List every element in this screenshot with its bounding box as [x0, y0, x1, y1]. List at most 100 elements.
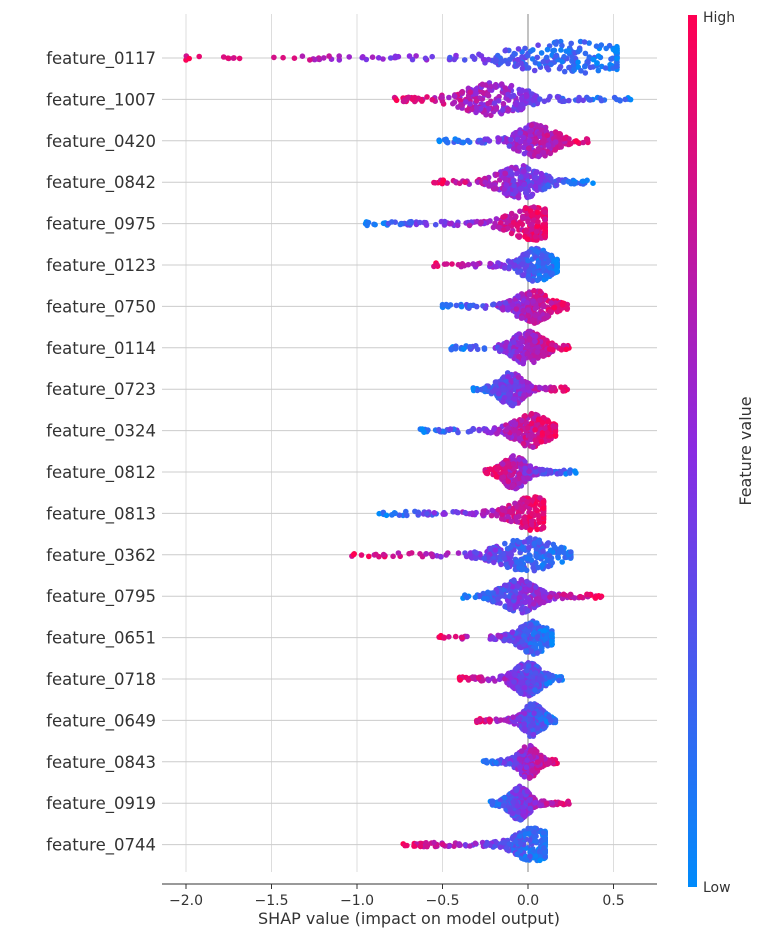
- shap-point: [500, 214, 506, 220]
- shap-point: [458, 303, 465, 310]
- shap-point: [524, 499, 530, 505]
- shap-point: [497, 633, 504, 640]
- shap-point: [550, 347, 556, 353]
- shap-point: [488, 83, 494, 90]
- shap-point: [522, 140, 529, 146]
- shap-point: [516, 644, 523, 650]
- shap-point: [528, 521, 535, 528]
- shap-point: [525, 145, 532, 152]
- shap-point: [457, 677, 464, 683]
- shap-point: [449, 261, 455, 267]
- shap-point: [540, 524, 547, 530]
- shap-point: [558, 384, 564, 391]
- shap-point: [544, 640, 551, 647]
- shap-point: [532, 312, 539, 319]
- shap-point: [530, 731, 537, 738]
- shap-point: [401, 98, 408, 105]
- shap-point: [520, 144, 527, 151]
- shap-point: [533, 546, 540, 552]
- shap-point: [622, 96, 628, 103]
- shap-point: [545, 418, 552, 425]
- shap-point: [614, 55, 620, 62]
- shap-point: [380, 551, 387, 558]
- shap-point: [455, 261, 462, 268]
- shap-point: [541, 599, 547, 606]
- shap-point: [495, 391, 502, 397]
- shap-point: [516, 688, 522, 695]
- shap-point: [554, 262, 560, 268]
- shap-point: [387, 55, 394, 61]
- shap-point: [489, 635, 495, 642]
- shap-point: [505, 478, 512, 485]
- shap-point: [503, 561, 509, 568]
- shap-point: [537, 802, 543, 809]
- shap-point: [489, 507, 496, 514]
- shap-point: [544, 132, 551, 139]
- shap-point: [512, 383, 518, 389]
- shap-point: [506, 593, 513, 599]
- shap-point: [439, 94, 445, 100]
- shap-point: [516, 756, 523, 762]
- shap-point: [512, 188, 519, 195]
- shap-point: [546, 173, 552, 180]
- shap-point: [535, 597, 542, 604]
- shap-point: [511, 679, 517, 685]
- shap-point: [528, 410, 535, 417]
- shap-point: [519, 315, 525, 321]
- shap-point: [465, 677, 472, 683]
- shap-point: [528, 122, 535, 129]
- shap-point: [452, 346, 459, 352]
- shap-point: [502, 176, 509, 183]
- shap-point: [509, 810, 516, 817]
- shap-point: [501, 265, 508, 271]
- shap-point: [508, 230, 515, 237]
- shap-point: [556, 177, 562, 183]
- shap-point: [510, 537, 516, 544]
- shap-point: [544, 46, 551, 53]
- shap-point: [478, 139, 485, 146]
- shap-point: [525, 679, 531, 686]
- shap-point: [506, 143, 513, 149]
- shap-point: [540, 499, 547, 505]
- shap-point: [525, 313, 531, 319]
- shap-point: [465, 137, 471, 144]
- shap-point: [389, 219, 395, 225]
- shap-point: [413, 53, 419, 59]
- shap-point: [346, 54, 353, 60]
- shap-point: [507, 384, 513, 390]
- shap-point: [520, 307, 527, 314]
- shap-point: [472, 594, 479, 601]
- shap-point: [486, 138, 493, 144]
- shap-point: [505, 91, 511, 98]
- shap-point: [527, 723, 534, 729]
- shap-point: [461, 57, 468, 63]
- shap-point: [590, 180, 596, 186]
- shap-point: [473, 98, 480, 104]
- shap-point: [491, 426, 497, 433]
- shap-point: [502, 469, 509, 476]
- shap-point: [462, 509, 469, 516]
- shap-point: [422, 55, 429, 62]
- shap-point: [520, 168, 527, 175]
- shap-point: [366, 553, 372, 560]
- shap-point: [560, 549, 567, 556]
- shap-point: [530, 212, 536, 218]
- shap-point: [566, 97, 572, 104]
- shap-point: [527, 701, 534, 707]
- shap-point: [531, 601, 537, 607]
- shap-point: [581, 39, 588, 45]
- shap-point: [549, 342, 555, 348]
- shap-point: [518, 101, 524, 108]
- shap-point: [565, 178, 572, 185]
- shap-point: [533, 553, 539, 559]
- shap-point: [480, 56, 487, 63]
- shap-point: [500, 107, 506, 113]
- shap-point: [595, 67, 602, 74]
- shap-point: [532, 437, 538, 444]
- shap-point: [500, 507, 506, 513]
- shap-point: [417, 219, 423, 226]
- shap-point: [560, 98, 566, 104]
- shap-point: [513, 514, 519, 520]
- shap-point: [447, 221, 453, 227]
- shap-point: [527, 774, 533, 781]
